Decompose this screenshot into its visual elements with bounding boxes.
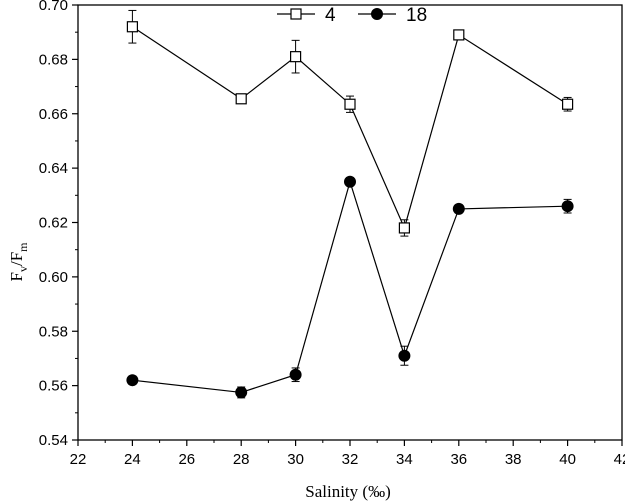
data-point [290, 51, 302, 63]
series-line [132, 179, 568, 394]
y-tick-label: 0.54 [39, 432, 68, 449]
y-tick-label: 0.60 [39, 269, 68, 286]
y-tick-label: 0.64 [39, 160, 68, 177]
series-line [132, 26, 568, 230]
data-point [452, 202, 465, 215]
x-tick-label: 36 [450, 451, 467, 468]
data-point [126, 374, 139, 387]
x-tick-label: 28 [233, 451, 250, 468]
y-tick-label: 0.68 [39, 51, 68, 68]
x-tick-label: 34 [396, 451, 413, 468]
data-point [398, 349, 411, 362]
y-tick-label: 0.70 [39, 0, 68, 14]
x-tick-label: 40 [559, 451, 576, 468]
plot-border [77, 4, 623, 441]
data-point [561, 98, 574, 110]
data-point [344, 98, 356, 110]
data-point [344, 175, 356, 188]
x-axis-title: Salinity (‰) [305, 482, 390, 501]
x-tick-label: 42 [614, 451, 625, 468]
series-18 [126, 175, 574, 399]
x-tick-label: 22 [70, 451, 87, 468]
y-axis-title: Fv/Fm [7, 242, 30, 282]
legend-item-18: 18 [358, 5, 427, 26]
series-4 [126, 9, 574, 237]
y-axis-title-sub-v: v [16, 266, 30, 272]
legend-item-4: 4 [277, 5, 336, 26]
y-axis-title-sub-m: m [16, 242, 30, 252]
data-point [289, 368, 302, 381]
y-axis: 0.54 0.56 0.58 0.60 0.62 0.64 0.66 0.68 0.70 [39, 0, 78, 449]
data-point [561, 200, 574, 213]
y-tick-label: 0.66 [39, 106, 68, 123]
x-axis: 22 24 26 28 30 32 34 36 38 40 42 [70, 440, 625, 468]
x-tick-label: 24 [124, 451, 141, 468]
legend: 4 18 [277, 5, 427, 26]
legend-marker [290, 8, 302, 20]
y-axis-title-sep: /F [7, 252, 26, 266]
y-axis-title-main: F [7, 272, 26, 281]
x-tick-label: 32 [342, 451, 359, 468]
x-tick-label: 30 [287, 451, 304, 468]
data-point [398, 222, 410, 234]
plot-frame [77, 4, 623, 441]
y-tick-label: 0.62 [39, 215, 68, 232]
x-tick-label: 26 [178, 451, 195, 468]
x-tick-label: 38 [505, 451, 522, 468]
data-point [235, 93, 247, 105]
y-tick-label: 0.56 [39, 378, 68, 395]
legend-label: 18 [406, 5, 427, 26]
data-point [235, 386, 248, 399]
data-point [453, 29, 465, 41]
legend-label: 4 [325, 5, 336, 26]
data-point [126, 21, 139, 33]
y-tick-label: 0.58 [39, 323, 68, 340]
legend-marker [371, 8, 383, 20]
series-layer [126, 9, 574, 399]
